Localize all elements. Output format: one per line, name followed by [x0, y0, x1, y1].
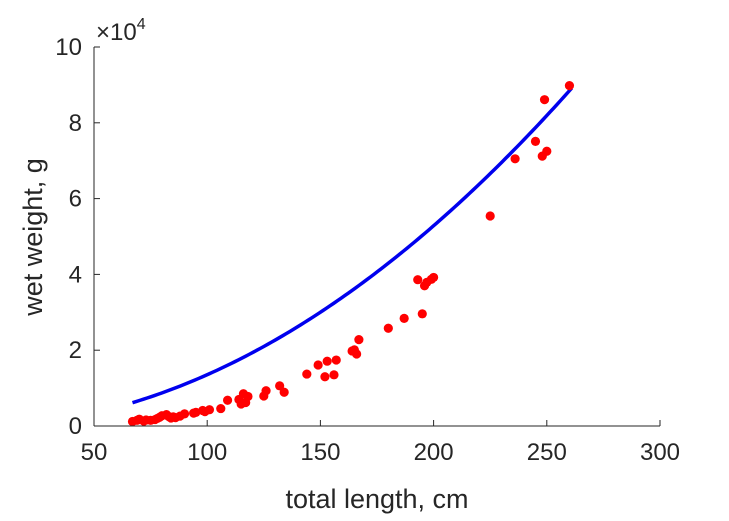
- y-tick-label: 2: [69, 337, 82, 364]
- y-axis-exponent-power: 4: [137, 16, 146, 33]
- data-point: [399, 313, 409, 323]
- data-point: [539, 95, 550, 105]
- data-point: [313, 360, 323, 370]
- data-point: [383, 323, 393, 333]
- data-point: [275, 381, 285, 391]
- y-axis-exponent: ×104: [96, 16, 146, 46]
- fit-curve: [131, 86, 574, 405]
- data-point: [179, 409, 190, 419]
- data-point: [485, 211, 495, 221]
- x-tick-label: 300: [640, 439, 680, 466]
- data-point: [261, 386, 271, 396]
- data-point: [417, 309, 427, 319]
- data-point: [331, 355, 341, 365]
- data-point: [204, 405, 215, 415]
- x-axis-label: total length, cm: [285, 484, 468, 514]
- data-point: [429, 272, 439, 283]
- y-tick-label: 8: [69, 110, 82, 137]
- y-tick-label: 0: [69, 413, 82, 440]
- data-point: [243, 391, 253, 402]
- y-tick-label: 6: [69, 186, 82, 213]
- data-point: [279, 387, 289, 397]
- x-tick-label: 50: [81, 439, 108, 466]
- data-point: [354, 334, 364, 345]
- x-tick-label: 200: [414, 439, 454, 466]
- data-point: [413, 275, 423, 285]
- data-point: [352, 349, 362, 359]
- data-point: [329, 370, 339, 380]
- y-tick-label: 10: [55, 34, 82, 61]
- x-tick-label: 100: [187, 439, 227, 466]
- data-point: [542, 146, 552, 156]
- data-point: [216, 403, 226, 414]
- x-tick-label: 150: [300, 439, 340, 466]
- y-axis-label: wet weight, g: [18, 158, 48, 317]
- data-point: [564, 81, 575, 91]
- x-tick-label: 250: [527, 439, 567, 466]
- data-point: [322, 356, 332, 366]
- y-tick-label: 4: [69, 261, 82, 288]
- y-axis-exponent-base: ×10: [96, 19, 137, 46]
- data-point: [302, 369, 312, 379]
- data-point: [320, 372, 330, 382]
- data-point: [530, 136, 541, 146]
- data-point: [510, 154, 520, 164]
- data-point: [222, 395, 233, 405]
